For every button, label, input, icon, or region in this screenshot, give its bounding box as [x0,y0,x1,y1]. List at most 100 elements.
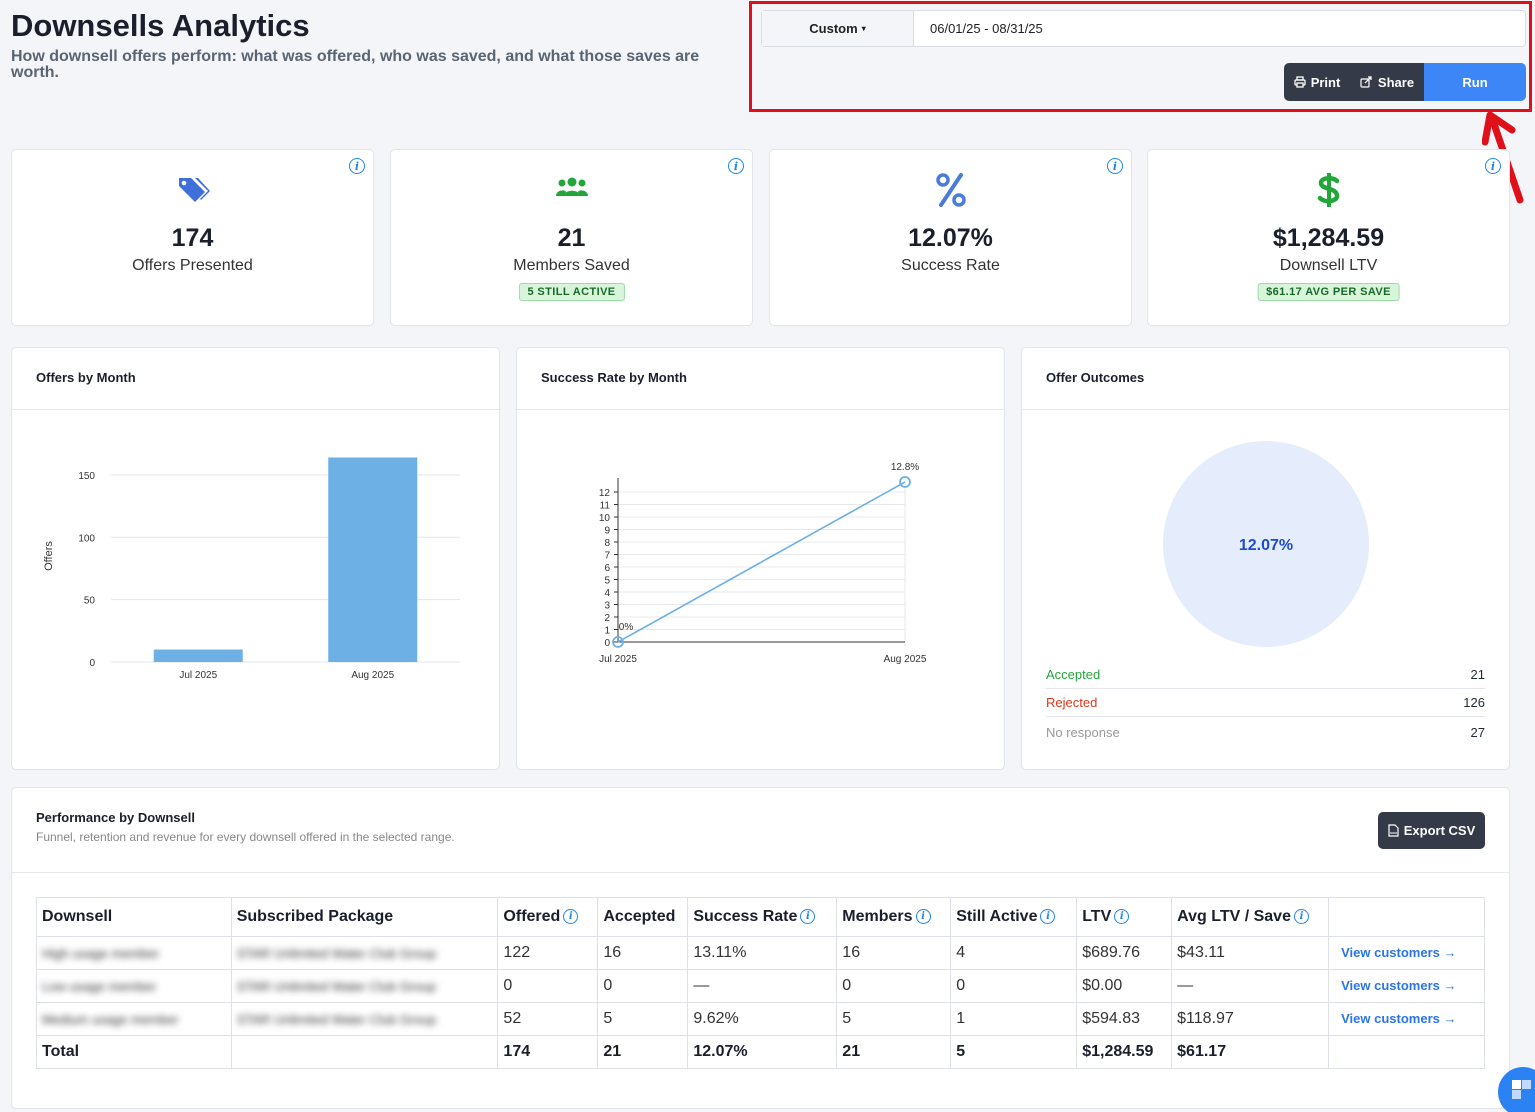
column-header-offered: Offered i [497,897,599,937]
y-tick-label: 150 [78,471,95,482]
total-package [230,1035,499,1069]
y-tick-label: 4 [604,588,610,599]
csv-file-icon [1388,824,1399,837]
y-tick-label: 10 [599,513,611,524]
table-row: High usage member STAR Unlimited Water C… [36,936,1485,970]
offers-presented-label: Offers Presented [132,257,253,274]
info-icon[interactable]: i [1293,909,1309,925]
info-icon[interactable]: i [915,909,931,925]
column-header-still-active: Still Active i [950,897,1078,937]
y-tick-label: 3 [604,601,610,612]
kpi-card-offers: i 174 Offers Presented [11,149,374,326]
y-tick-label: 1 [604,626,610,637]
info-icon[interactable]: i [1485,158,1501,174]
export-csv-button[interactable]: Export CSV [1378,812,1485,849]
downsell-name: Medium usage member [36,1002,232,1036]
date-range-input[interactable] [914,11,1525,46]
column-header-downsell: Downsell [36,897,232,937]
dollar-icon [1148,172,1509,208]
offers-presented-value: 174 [171,224,214,252]
y-tick-label: 9 [604,526,610,537]
members-saved-value: 21 [557,224,586,252]
share-icon [1360,76,1372,88]
percent-icon [770,172,1131,208]
ltv-cell: $689.76 [1076,936,1173,970]
bar [328,457,418,662]
success-rate-cell: — [687,969,838,1003]
outcome-label: Accepted [1046,667,1101,682]
date-range-bar: Custom ▾ [761,10,1526,47]
total-avg-ltv: $61.17 [1171,1035,1330,1069]
x-tick-label: Aug 2025 [884,654,927,665]
performance-table: Downsell Subscribed Package Offered i Acc… [36,897,1485,1069]
view-customers-link[interactable]: View customers → [1341,945,1457,960]
page-title: Downsells Analytics [11,8,310,43]
data-point [899,476,911,488]
column-header-ltv: LTV i [1076,897,1173,937]
view-customers-link[interactable]: View customers → [1341,978,1457,993]
x-tick-label: Jul 2025 [599,654,637,665]
print-button[interactable]: Print [1284,63,1350,101]
downsell-name: Low usage member [36,969,232,1003]
range-preset-label: Custom [809,21,858,36]
performance-card: Performance by Downsell Funnel, retentio… [11,787,1510,1109]
y-tick-label: 7 [604,551,610,562]
kpi-card-members-saved: i 21 Members Saved 5 STILL ACTIVE [390,149,753,326]
action-button-group: Print Share Run [1284,63,1526,101]
outcome-value: 126 [1463,695,1485,710]
performance-title: Performance by Downsell [36,810,195,825]
printer-icon [1294,76,1306,88]
help-chat-bubble[interactable] [1498,1067,1535,1112]
members-cell: 5 [836,1002,952,1036]
run-button[interactable]: Run [1424,63,1526,101]
package-name: STAR Unlimited Water Club Group [230,969,499,1003]
y-tick-label: 12 [599,488,611,499]
y-tick-label: 5 [604,576,610,587]
members-saved-label: Members Saved [513,257,630,274]
y-tick-label: 6 [604,563,610,574]
offered-cell: 122 [497,936,599,970]
performance-subtitle: Funnel, retention and revenue for every … [36,830,455,844]
info-icon[interactable]: i [800,909,816,925]
outcome-label: No response [1046,724,1120,740]
outcome-row-accepted: Accepted 21 [1046,661,1485,689]
info-icon[interactable]: i [1107,158,1123,174]
table-header-row: Downsell Subscribed Package Offered i Acc… [36,897,1485,937]
info-icon[interactable]: i [1040,909,1056,925]
info-icon[interactable]: i [1114,909,1130,925]
avg-per-save-badge: $61.17 AVG PER SAVE [1257,283,1400,301]
export-csv-label: Export CSV [1403,823,1476,838]
success-rate-by-month-card: Success Rate by Month 0 1 2 3 4 5 6 7 8 9 10 11 12 Ju… [516,347,1005,770]
accepted-cell: 0 [597,969,689,1003]
outcome-label: Rejected [1046,695,1098,710]
share-button[interactable]: Share [1350,63,1424,101]
info-icon[interactable]: i [728,158,744,174]
accepted-cell: 5 [597,1002,689,1036]
total-members: 21 [836,1035,952,1069]
actions-cell: View customers → [1328,1002,1485,1036]
still-active-badge: 5 STILL ACTIVE [518,283,625,301]
y-tick-label: 0 [604,638,610,649]
outcome-row-rejected: Rejected 126 [1046,689,1485,717]
x-tick-label: Aug 2025 [351,670,394,681]
y-tick-label: 11 [600,501,611,512]
offer-outcomes-card: Offer Outcomes 12.07% Accepted 21 Reject… [1021,347,1510,770]
view-customers-link[interactable]: View customers → [1341,1011,1457,1026]
tags-icon [12,172,373,208]
series-line [617,481,906,643]
data-point [612,636,624,648]
table-row: Low usage member STAR Unlimited Water Cl… [36,969,1485,1003]
success-rate-label: Success Rate [901,257,1000,274]
column-header-success-rate: Success Rate i [687,897,838,937]
pie-slice [1163,441,1369,647]
info-icon[interactable]: i [563,909,579,925]
y-tick-label: 0 [89,658,95,669]
y-tick-label: 50 [84,596,96,607]
column-header-package: Subscribed Package [230,897,499,937]
range-preset-dropdown[interactable]: Custom ▾ [762,11,914,46]
offers-bar-chart: 0 50 100 150 Offers Jul 2025 Aug 2025 [43,457,460,681]
info-icon[interactable]: i [349,158,365,174]
avg-ltv-cell: $43.11 [1171,936,1330,970]
table-total-row: Total 174 21 12.07% 21 5 $1,284.59 $61.1… [36,1035,1485,1069]
